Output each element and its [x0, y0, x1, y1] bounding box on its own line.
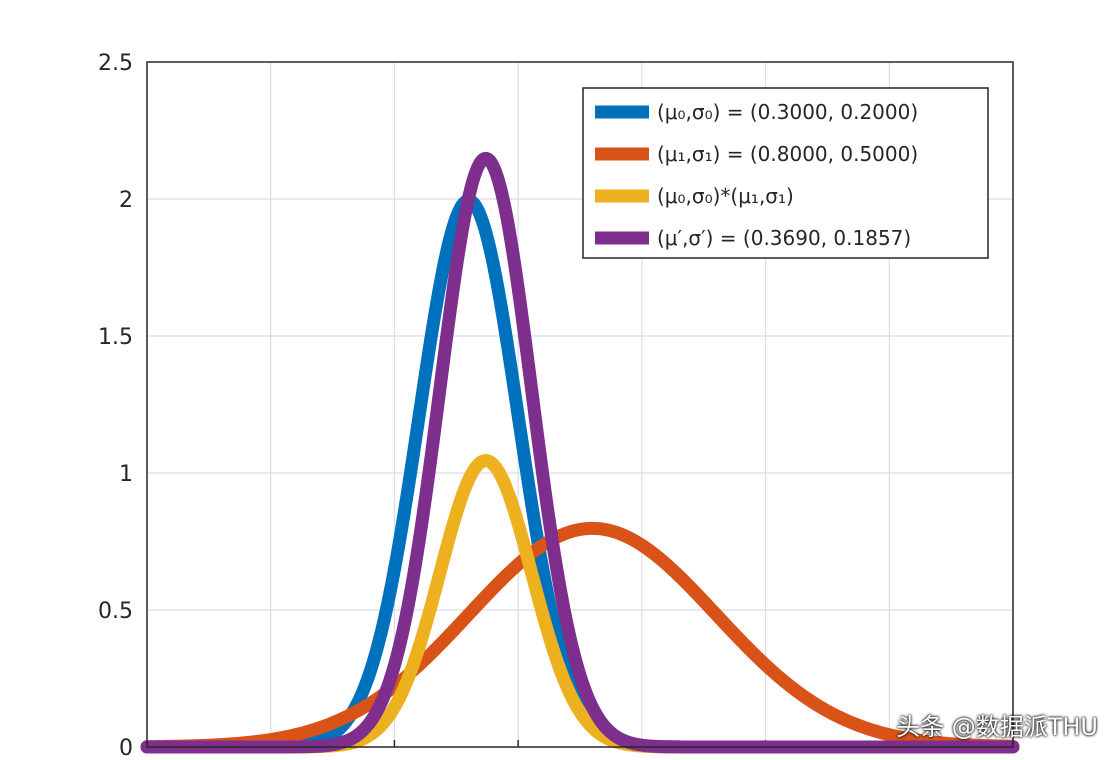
legend-label-3: (μ′,σ′) = (0.3690, 0.1857) — [657, 226, 911, 250]
y-tick-label-2: 1 — [119, 462, 133, 487]
legend-box — [582, 87, 989, 259]
y-tick-label-1: 0.5 — [98, 599, 133, 624]
y-tick-label-0: 0 — [119, 736, 133, 760]
y-axis-ticks: 0 0.5 1 1.5 2 2.5 — [98, 51, 133, 760]
y-tick-label-4: 2 — [119, 188, 133, 213]
legend-label-1: (μ₁,σ₁) = (0.8000, 0.5000) — [657, 142, 918, 166]
watermark: 头条 @数据派THU — [896, 713, 1098, 741]
y-tick-label-5: 2.5 — [98, 51, 133, 76]
series-line-1 — [140, 521, 1020, 754]
plot-border — [146, 61, 1014, 748]
y-tick-label-3: 1.5 — [98, 325, 133, 350]
legend: (μ₀,σ₀) = (0.3000, 0.2000) (μ₁,σ₁) = (0.8… — [582, 87, 989, 259]
series-line-2 — [140, 454, 1020, 754]
legend-label-0: (μ₀,σ₀) = (0.3000, 0.2000) — [657, 100, 918, 124]
legend-label-2: (μ₀,σ₀)*(μ₁,σ₁) — [657, 184, 794, 208]
